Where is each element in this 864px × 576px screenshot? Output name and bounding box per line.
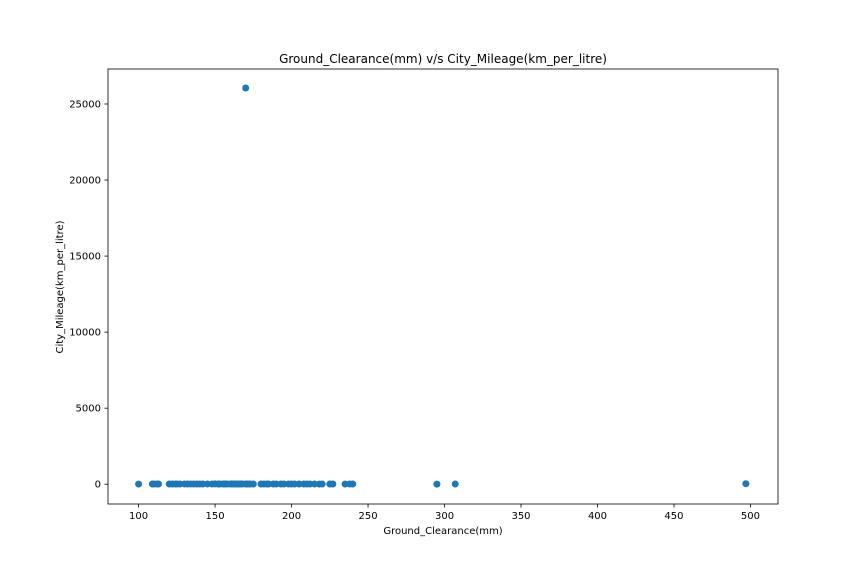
chart-title: Ground_Clearance(mm) v/s City_Mileage(km… <box>279 52 607 66</box>
y-tick-label: 5000 <box>76 404 101 415</box>
y-axis-ticks: 0 5000 10000 15000 20000 25000 <box>69 99 108 491</box>
data-point <box>242 84 250 92</box>
data-point <box>349 480 357 488</box>
data-point <box>135 480 143 488</box>
y-axis-label: City_Mileage(km_per_litre) <box>55 220 66 353</box>
data-point <box>329 480 337 488</box>
x-axis-ticks: 100 150 200 250 300 350 400 450 500 <box>129 504 760 522</box>
plot-frame <box>107 68 779 505</box>
x-tick-label: 250 <box>358 511 377 522</box>
data-point <box>433 480 441 488</box>
y-tick-label: 0 <box>95 480 101 491</box>
x-tick-label: 350 <box>511 511 530 522</box>
data-points <box>135 84 750 488</box>
y-tick-label: 25000 <box>69 99 101 110</box>
x-axis-label: Ground_Clearance(mm) <box>383 526 502 537</box>
data-point <box>249 480 257 488</box>
data-point <box>154 480 162 488</box>
x-tick-label: 150 <box>206 511 225 522</box>
x-tick-label: 400 <box>588 511 607 522</box>
x-tick-label: 200 <box>282 511 301 522</box>
y-tick-label: 20000 <box>69 176 101 187</box>
data-point <box>451 480 459 488</box>
x-tick-label: 300 <box>435 511 454 522</box>
data-point <box>742 480 750 488</box>
x-tick-label: 450 <box>664 511 683 522</box>
plot-area <box>108 69 778 504</box>
y-tick-label: 10000 <box>69 328 101 339</box>
data-point <box>318 480 326 488</box>
x-tick-label: 100 <box>129 511 148 522</box>
x-tick-label: 500 <box>741 511 760 522</box>
y-tick-label: 15000 <box>69 252 101 263</box>
